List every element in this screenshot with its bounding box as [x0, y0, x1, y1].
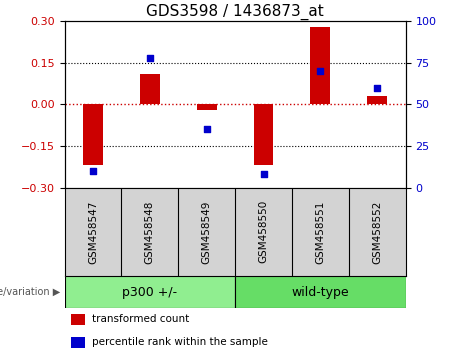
Point — [89, 168, 97, 174]
Point — [373, 85, 381, 91]
Bar — [367, 96, 387, 104]
Text: wild-type: wild-type — [291, 286, 349, 298]
Bar — [71, 314, 85, 325]
Text: GSM458548: GSM458548 — [145, 200, 155, 264]
Bar — [83, 104, 103, 165]
Point — [146, 55, 154, 61]
Bar — [254, 104, 273, 165]
Point — [203, 127, 210, 132]
Bar — [310, 27, 331, 104]
Text: GSM458549: GSM458549 — [201, 200, 212, 264]
Point — [260, 171, 267, 177]
Text: transformed count: transformed count — [92, 314, 189, 325]
Bar — [235, 276, 406, 308]
Text: genotype/variation ▶: genotype/variation ▶ — [0, 287, 60, 297]
Bar — [197, 104, 217, 110]
Point — [317, 68, 324, 74]
Bar — [71, 337, 85, 348]
Text: GSM458551: GSM458551 — [315, 200, 325, 264]
Bar — [140, 74, 160, 104]
Text: percentile rank within the sample: percentile rank within the sample — [92, 337, 268, 348]
Text: GSM458550: GSM458550 — [259, 200, 269, 263]
Bar — [65, 276, 235, 308]
Text: GSM458552: GSM458552 — [372, 200, 382, 264]
Text: GSM458547: GSM458547 — [88, 200, 98, 264]
Title: GDS3598 / 1436873_at: GDS3598 / 1436873_at — [146, 4, 324, 20]
Text: p300 +/-: p300 +/- — [122, 286, 177, 298]
